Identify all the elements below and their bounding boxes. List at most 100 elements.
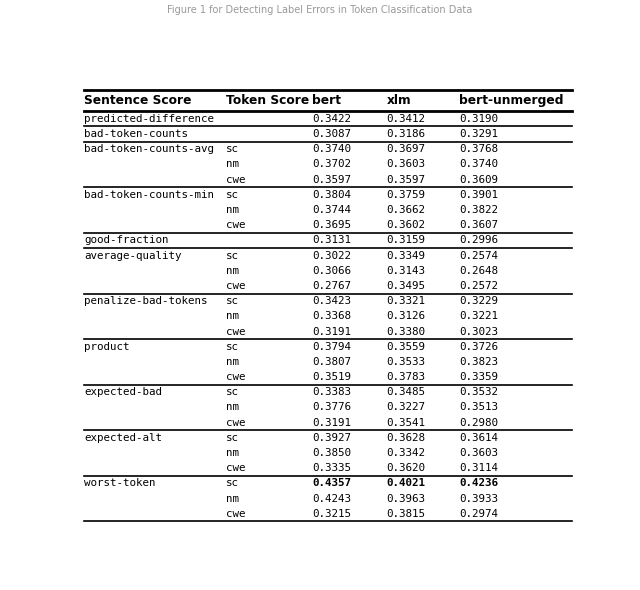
Text: 0.3229: 0.3229	[460, 296, 499, 306]
Text: 0.3726: 0.3726	[460, 342, 499, 352]
Text: nm: nm	[227, 266, 239, 276]
Text: 0.2648: 0.2648	[460, 266, 499, 276]
Text: 0.3822: 0.3822	[460, 205, 499, 215]
Text: xlm: xlm	[387, 94, 411, 107]
Text: 0.3422: 0.3422	[312, 114, 351, 124]
Text: 0.3603: 0.3603	[387, 159, 426, 169]
Text: nm: nm	[227, 448, 239, 458]
Text: 0.3335: 0.3335	[312, 463, 351, 473]
Text: good-fraction: good-fraction	[84, 235, 168, 245]
Text: 0.3559: 0.3559	[387, 342, 426, 352]
Text: sc: sc	[227, 433, 239, 443]
Text: 0.3190: 0.3190	[460, 114, 499, 124]
Text: 0.3227: 0.3227	[387, 402, 426, 412]
Text: 0.3383: 0.3383	[312, 387, 351, 397]
Text: 0.3597: 0.3597	[312, 175, 351, 185]
Text: 0.3291: 0.3291	[460, 129, 499, 139]
Text: expected-bad: expected-bad	[84, 387, 162, 397]
Text: 0.3342: 0.3342	[387, 448, 426, 458]
Text: 0.2767: 0.2767	[312, 281, 351, 291]
Text: 0.3768: 0.3768	[460, 144, 499, 154]
Text: 0.3759: 0.3759	[387, 190, 426, 200]
Text: 0.3159: 0.3159	[387, 235, 426, 245]
Text: 0.3933: 0.3933	[460, 494, 499, 504]
Text: 0.3321: 0.3321	[387, 296, 426, 306]
Text: nm: nm	[227, 357, 239, 367]
Text: 0.3794: 0.3794	[312, 342, 351, 352]
Text: 0.3783: 0.3783	[387, 372, 426, 382]
Text: 0.3126: 0.3126	[387, 312, 426, 322]
Text: 0.3541: 0.3541	[387, 418, 426, 428]
Text: 0.3412: 0.3412	[387, 114, 426, 124]
Text: 0.2980: 0.2980	[460, 418, 499, 428]
Text: expected-alt: expected-alt	[84, 433, 162, 443]
Text: 0.3221: 0.3221	[460, 312, 499, 322]
Text: sc: sc	[227, 251, 239, 261]
Text: 0.3963: 0.3963	[387, 494, 426, 504]
Text: sc: sc	[227, 144, 239, 154]
Text: sc: sc	[227, 190, 239, 200]
Text: 0.4357: 0.4357	[312, 478, 351, 489]
Text: predicted-difference: predicted-difference	[84, 114, 214, 124]
Text: 0.3533: 0.3533	[387, 357, 426, 367]
Text: sc: sc	[227, 478, 239, 489]
Text: 0.3823: 0.3823	[460, 357, 499, 367]
Text: 0.3349: 0.3349	[387, 251, 426, 261]
Text: 0.3143: 0.3143	[387, 266, 426, 276]
Text: bad-token-counts-min: bad-token-counts-min	[84, 190, 214, 200]
Text: 0.3850: 0.3850	[312, 448, 351, 458]
Text: 0.2572: 0.2572	[460, 281, 499, 291]
Text: nm: nm	[227, 312, 239, 322]
Text: 0.3380: 0.3380	[387, 326, 426, 336]
Text: 0.3186: 0.3186	[387, 129, 426, 139]
Text: Figure 1 for Detecting Label Errors in Token Classification Data: Figure 1 for Detecting Label Errors in T…	[168, 5, 472, 15]
Text: cwe: cwe	[227, 326, 246, 336]
Text: 0.2974: 0.2974	[460, 509, 499, 519]
Text: worst-token: worst-token	[84, 478, 156, 489]
Text: 0.3901: 0.3901	[460, 190, 499, 200]
Text: cwe: cwe	[227, 220, 246, 230]
Text: 0.3662: 0.3662	[387, 205, 426, 215]
Text: sc: sc	[227, 296, 239, 306]
Text: 0.2574: 0.2574	[460, 251, 499, 261]
Text: 0.3607: 0.3607	[460, 220, 499, 230]
Text: bert: bert	[312, 94, 341, 107]
Text: 0.3927: 0.3927	[312, 433, 351, 443]
Text: 0.3495: 0.3495	[387, 281, 426, 291]
Text: 0.3131: 0.3131	[312, 235, 351, 245]
Text: 0.3804: 0.3804	[312, 190, 351, 200]
Text: 0.3215: 0.3215	[312, 509, 351, 519]
Text: cwe: cwe	[227, 281, 246, 291]
Text: nm: nm	[227, 494, 239, 504]
Text: cwe: cwe	[227, 509, 246, 519]
Text: 0.3597: 0.3597	[387, 175, 426, 185]
Text: 0.3485: 0.3485	[387, 387, 426, 397]
Text: 0.3066: 0.3066	[312, 266, 351, 276]
Text: 0.3740: 0.3740	[460, 159, 499, 169]
Text: penalize-bad-tokens: penalize-bad-tokens	[84, 296, 207, 306]
Text: 0.3614: 0.3614	[460, 433, 499, 443]
Text: 0.3023: 0.3023	[460, 326, 499, 336]
Text: sc: sc	[227, 387, 239, 397]
Text: 0.3628: 0.3628	[387, 433, 426, 443]
Text: 0.3609: 0.3609	[460, 175, 499, 185]
Text: bad-token-counts-avg: bad-token-counts-avg	[84, 144, 214, 154]
Text: 0.3744: 0.3744	[312, 205, 351, 215]
Text: 0.3695: 0.3695	[312, 220, 351, 230]
Text: 0.3532: 0.3532	[460, 387, 499, 397]
Text: 0.3740: 0.3740	[312, 144, 351, 154]
Text: 0.3114: 0.3114	[460, 463, 499, 473]
Text: 0.3191: 0.3191	[312, 326, 351, 336]
Text: 0.4236: 0.4236	[460, 478, 499, 489]
Text: nm: nm	[227, 205, 239, 215]
Text: 0.3602: 0.3602	[387, 220, 426, 230]
Text: 0.3022: 0.3022	[312, 251, 351, 261]
Text: 0.3702: 0.3702	[312, 159, 351, 169]
Text: 0.3776: 0.3776	[312, 402, 351, 412]
Text: Token Score: Token Score	[227, 94, 310, 107]
Text: 0.3807: 0.3807	[312, 357, 351, 367]
Text: sc: sc	[227, 342, 239, 352]
Text: product: product	[84, 342, 129, 352]
Text: cwe: cwe	[227, 372, 246, 382]
Text: Sentence Score: Sentence Score	[84, 94, 191, 107]
